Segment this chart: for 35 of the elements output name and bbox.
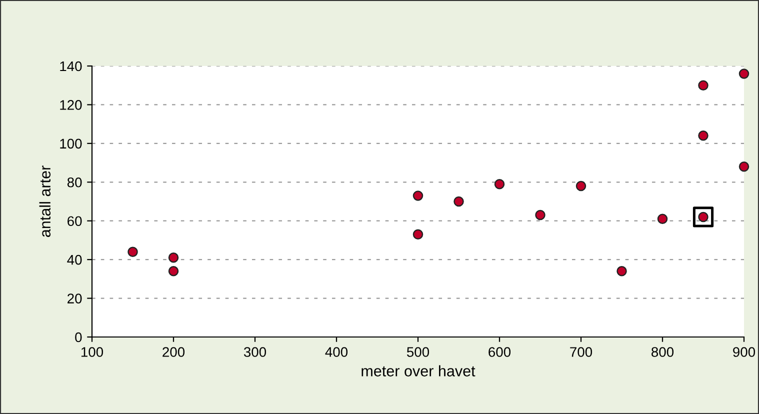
point	[168, 252, 179, 263]
y-axis-title: antall arter	[39, 166, 51, 237]
point	[692, 206, 714, 228]
point	[535, 210, 546, 220]
y-tick-label: 60	[68, 216, 82, 226]
y-tick-label: 140	[60, 61, 82, 72]
x-tick-label: 400	[325, 347, 348, 357]
y-tick-label: 0	[75, 332, 82, 342]
point	[454, 196, 464, 207]
y-tick-label: 120	[60, 100, 82, 110]
x-tick-label: 800	[652, 347, 674, 357]
point	[698, 80, 708, 90]
y-tick-label: 40	[67, 254, 82, 265]
point	[657, 214, 668, 224]
point	[412, 190, 424, 201]
point	[738, 68, 750, 79]
y-tick-label: 100	[60, 138, 82, 149]
point	[576, 180, 586, 192]
point	[738, 162, 750, 172]
point	[412, 229, 424, 240]
x-tick-label: 200	[162, 347, 185, 357]
point	[494, 178, 505, 190]
point	[616, 266, 627, 276]
point	[128, 246, 138, 257]
x-tick-label: 300	[244, 347, 266, 357]
x-tick-label: 600	[488, 347, 511, 357]
x-axis-title: meter over havet	[362, 365, 476, 376]
x-tick-label: 500	[406, 347, 430, 357]
x-tick-label: 700	[570, 347, 592, 357]
y-tick-label: 80	[67, 177, 82, 188]
x-tick-label: 100	[81, 347, 104, 357]
point	[698, 130, 708, 141]
x-tick-label: 900	[733, 347, 756, 357]
y-tick-label: 20	[68, 294, 82, 304]
point	[168, 266, 179, 276]
